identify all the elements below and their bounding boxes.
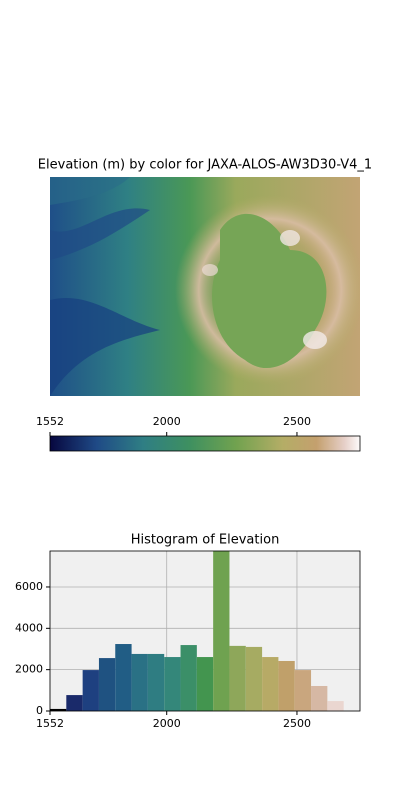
bar	[131, 653, 148, 711]
y-tick-label: 0	[36, 704, 43, 717]
colorbar	[49, 435, 361, 452]
bar	[213, 551, 230, 711]
bar	[311, 685, 328, 711]
bar	[278, 660, 295, 711]
bar	[196, 657, 214, 711]
bar	[115, 644, 132, 711]
bar	[229, 645, 246, 711]
elevation-map	[50, 177, 360, 396]
bar	[164, 657, 181, 711]
bar	[98, 658, 116, 711]
x-tick-label: 2000	[153, 717, 181, 730]
bar	[66, 695, 83, 711]
bar	[327, 701, 344, 711]
bar	[82, 670, 99, 711]
bar	[294, 670, 312, 711]
map-title: Elevation (m) by color for JAXA-ALOS-AW3…	[38, 158, 372, 173]
bar	[180, 645, 197, 711]
y-tick-label: 4000	[15, 621, 43, 634]
colorbar-tick-label: 1552	[36, 415, 64, 428]
bar	[262, 657, 279, 711]
histogram-title: Histogram of Elevation	[131, 533, 280, 548]
bar	[245, 646, 263, 711]
y-tick-label: 6000	[15, 580, 43, 593]
colorbar-tick-label: 2000	[153, 415, 181, 428]
axes-frame	[49, 550, 361, 712]
colorbar-tick-label: 2500	[283, 415, 311, 428]
bar	[50, 708, 67, 711]
x-tick-label: 2500	[283, 717, 311, 730]
y-tick-label: 2000	[15, 663, 43, 676]
x-tick-label: 1552	[36, 717, 64, 730]
bar	[147, 653, 165, 711]
